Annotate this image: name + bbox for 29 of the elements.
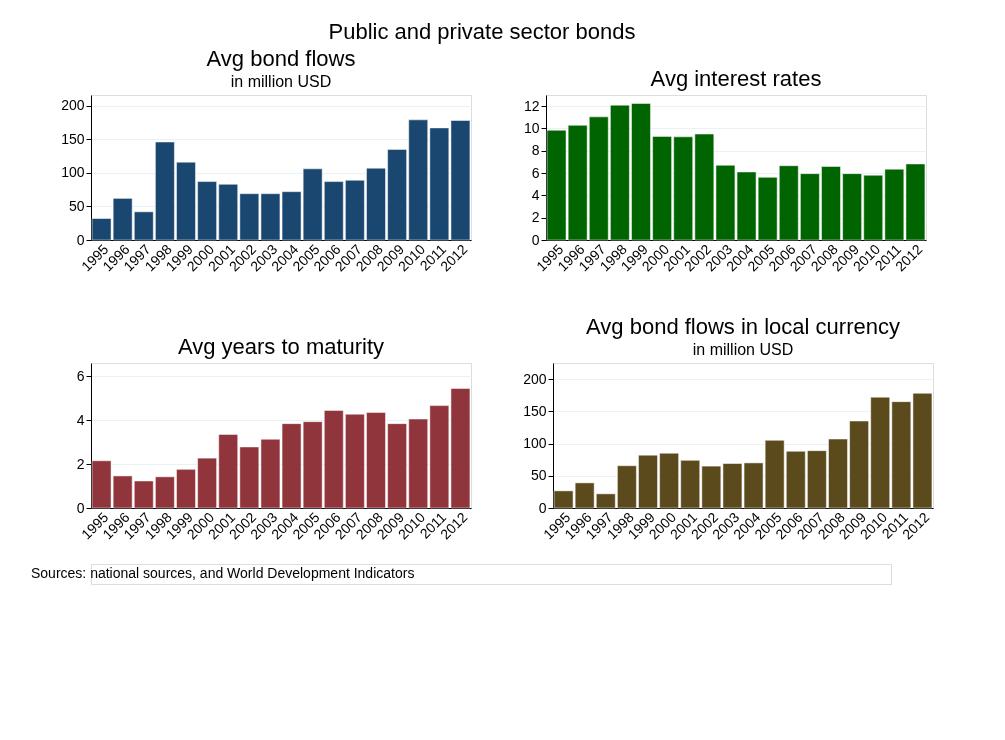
y-tick-label: 100 [523, 435, 547, 452]
y-tick-label: 10 [523, 119, 540, 136]
y-tick-label: 200 [523, 370, 547, 387]
y-tick-label: 8 [531, 142, 540, 159]
y-tick-label: 0 [76, 231, 85, 248]
y-tick-label: 50 [68, 197, 85, 214]
y-tick-label: 2 [76, 455, 85, 472]
chart-title: Avg interest rates [650, 66, 822, 91]
chart-title: Avg years to maturity [177, 334, 385, 359]
chart-subtitle: in million USD [692, 341, 794, 358]
y-tick-label: 50 [530, 467, 547, 484]
chart-title: Avg bond flows in local currency [586, 314, 900, 339]
y-tick-label: 2 [531, 209, 540, 226]
chart-subtitle: in million USD [230, 73, 332, 90]
text: Public and private sector bonds [328, 18, 636, 44]
source-note: Sources: national sources, and World Development Indicators [31, 565, 415, 581]
y-tick-label: 0 [531, 231, 540, 248]
chart-title: Avg bond flows [206, 46, 356, 71]
y-tick-label: 4 [76, 411, 85, 428]
y-tick-label: 12 [523, 97, 540, 114]
y-tick-label: 200 [61, 97, 85, 114]
y-tick-label: 150 [523, 402, 547, 419]
y-tick-label: 6 [76, 367, 85, 384]
y-tick-label: 0 [76, 499, 85, 516]
y-tick-label: 4 [531, 186, 540, 203]
y-tick-label: 6 [531, 164, 540, 181]
y-tick-label: 150 [61, 130, 85, 147]
y-tick-label: 0 [538, 499, 547, 516]
y-tick-label: 100 [61, 164, 85, 181]
